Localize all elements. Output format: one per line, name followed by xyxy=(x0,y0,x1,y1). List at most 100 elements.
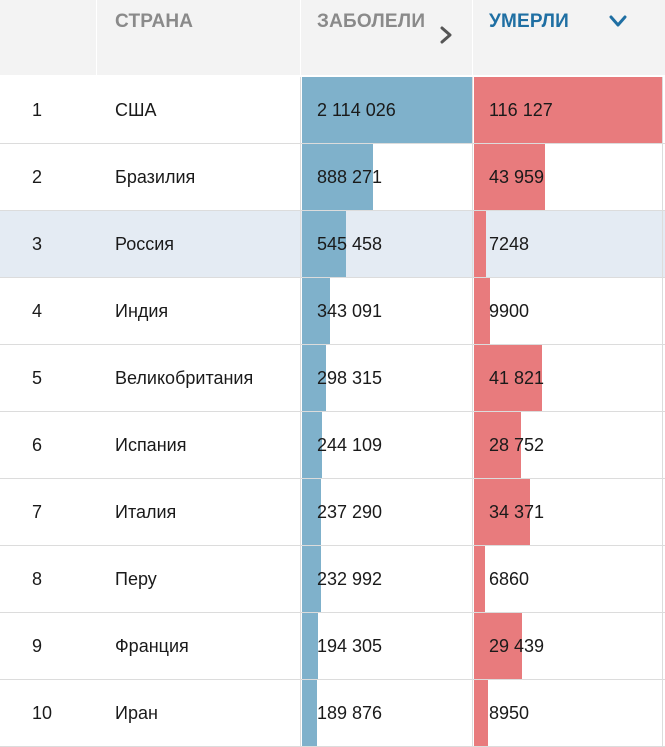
deaths-bar xyxy=(474,546,485,612)
cases-bar xyxy=(302,345,326,411)
deaths-cell: 34 371 xyxy=(473,479,663,545)
deaths-cell: 116 127 xyxy=(473,77,663,143)
cases-value: 298 315 xyxy=(317,368,383,388)
country-name: Индия xyxy=(115,301,169,321)
rank-value: 3 xyxy=(32,234,43,254)
rank-value: 9 xyxy=(32,636,43,656)
table-row[interactable]: 3 Россия 545 458 7248 xyxy=(0,211,665,278)
country-cell: Испания xyxy=(97,412,301,478)
country-column-header[interactable]: СТРАНА xyxy=(97,0,301,75)
cases-cell: 244 109 xyxy=(301,412,473,478)
country-cell: Франция xyxy=(97,613,301,679)
deaths-bar xyxy=(474,77,662,143)
cases-bar xyxy=(302,546,321,612)
cases-bar xyxy=(302,77,472,143)
cases-bar xyxy=(302,144,373,210)
table-header: СТРАНА ЗАБОЛЕЛИ УМЕРЛИ xyxy=(0,0,665,75)
country-name: Италия xyxy=(115,502,177,522)
cases-value: 189 876 xyxy=(317,703,383,723)
deaths-cell: 9900 xyxy=(473,278,663,344)
deaths-cell: 28 752 xyxy=(473,412,663,478)
cases-cell: 232 992 xyxy=(301,546,473,612)
rank-cell: 9 xyxy=(0,613,97,679)
table-row[interactable]: 1 США 2 114 026 116 127 xyxy=(0,77,665,144)
cases-bar xyxy=(302,412,322,478)
cases-bar xyxy=(302,680,317,746)
rank-value: 4 xyxy=(32,301,43,321)
country-cell: Индия xyxy=(97,278,301,344)
cases-cell: 189 876 xyxy=(301,680,473,746)
deaths-column-header[interactable]: УМЕРЛИ xyxy=(473,0,665,75)
cases-cell: 2 114 026 xyxy=(301,77,473,143)
country-name: Великобритания xyxy=(115,368,254,388)
country-cell: Перу xyxy=(97,546,301,612)
cases-bar xyxy=(302,613,318,679)
deaths-value: 7248 xyxy=(489,234,530,254)
country-cell: Россия xyxy=(97,211,301,277)
country-name: Франция xyxy=(115,636,189,656)
country-cell: Великобритания xyxy=(97,345,301,411)
table-row[interactable]: 2 Бразилия 888 271 43 959 xyxy=(0,144,665,211)
chevron-down-icon[interactable] xyxy=(607,10,629,32)
country-cell: США xyxy=(97,77,301,143)
rank-value: 1 xyxy=(32,100,43,120)
deaths-bar xyxy=(474,345,542,411)
deaths-value: 9900 xyxy=(489,301,530,321)
rank-value: 7 xyxy=(32,502,43,522)
cases-column-header[interactable]: ЗАБОЛЕЛИ xyxy=(301,0,473,75)
deaths-bar xyxy=(474,412,521,478)
table-row[interactable]: 9 Франция 194 305 29 439 xyxy=(0,613,665,680)
rank-column-header xyxy=(0,0,97,75)
rank-value: 8 xyxy=(32,569,43,589)
deaths-value: 28 752 xyxy=(489,435,545,455)
table-row[interactable]: 6 Испания 244 109 28 752 xyxy=(0,412,665,479)
rank-cell: 1 xyxy=(0,77,97,143)
rank-cell: 4 xyxy=(0,278,97,344)
deaths-value: 116 127 xyxy=(489,100,553,120)
cases-cell: 888 271 xyxy=(301,144,473,210)
country-name: Перу xyxy=(115,569,157,589)
cases-cell: 194 305 xyxy=(301,613,473,679)
deaths-bar xyxy=(474,479,530,545)
country-name: США xyxy=(115,100,157,120)
country-cell: Италия xyxy=(97,479,301,545)
table-row[interactable]: 10 Иран 189 876 8950 xyxy=(0,680,665,747)
cases-value: 244 109 xyxy=(317,435,383,455)
cases-cell: 237 290 xyxy=(301,479,473,545)
cases-value: 888 271 xyxy=(317,167,383,187)
chevron-right-icon[interactable] xyxy=(435,24,457,46)
cases-bar xyxy=(302,211,346,277)
deaths-cell: 29 439 xyxy=(473,613,663,679)
rank-cell: 5 xyxy=(0,345,97,411)
country-cell: Иран xyxy=(97,680,301,746)
deaths-cell: 43 959 xyxy=(473,144,663,210)
deaths-cell: 8950 xyxy=(473,680,663,746)
cases-cell: 343 091 xyxy=(301,278,473,344)
rank-cell: 3 xyxy=(0,211,97,277)
deaths-value: 6860 xyxy=(489,569,530,589)
rank-cell: 7 xyxy=(0,479,97,545)
cases-value: 343 091 xyxy=(317,301,383,321)
deaths-value: 43 959 xyxy=(489,167,545,187)
country-name: Испания xyxy=(115,435,187,455)
cases-bar xyxy=(302,278,330,344)
deaths-cell: 41 821 xyxy=(473,345,663,411)
deaths-cell: 7248 xyxy=(473,211,663,277)
deaths-bar xyxy=(474,278,490,344)
table-row[interactable]: 4 Индия 343 091 9900 xyxy=(0,278,665,345)
cases-value: 232 992 xyxy=(317,569,383,589)
table-row[interactable]: 5 Великобритания 298 315 41 821 xyxy=(0,345,665,412)
deaths-value: 29 439 xyxy=(489,636,545,656)
deaths-bar xyxy=(474,144,545,210)
cases-value: 2 114 026 xyxy=(317,100,396,120)
cases-value: 237 290 xyxy=(317,502,383,522)
cases-value: 545 458 xyxy=(317,234,383,254)
deaths-value: 8950 xyxy=(489,703,530,723)
table-row[interactable]: 7 Италия 237 290 34 371 xyxy=(0,479,665,546)
country-name: Иран xyxy=(115,703,158,723)
table-row[interactable]: 8 Перу 232 992 6860 xyxy=(0,546,665,613)
cases-value: 194 305 xyxy=(317,636,383,656)
rank-value: 5 xyxy=(32,368,43,388)
rank-cell: 2 xyxy=(0,144,97,210)
deaths-bar xyxy=(474,613,522,679)
